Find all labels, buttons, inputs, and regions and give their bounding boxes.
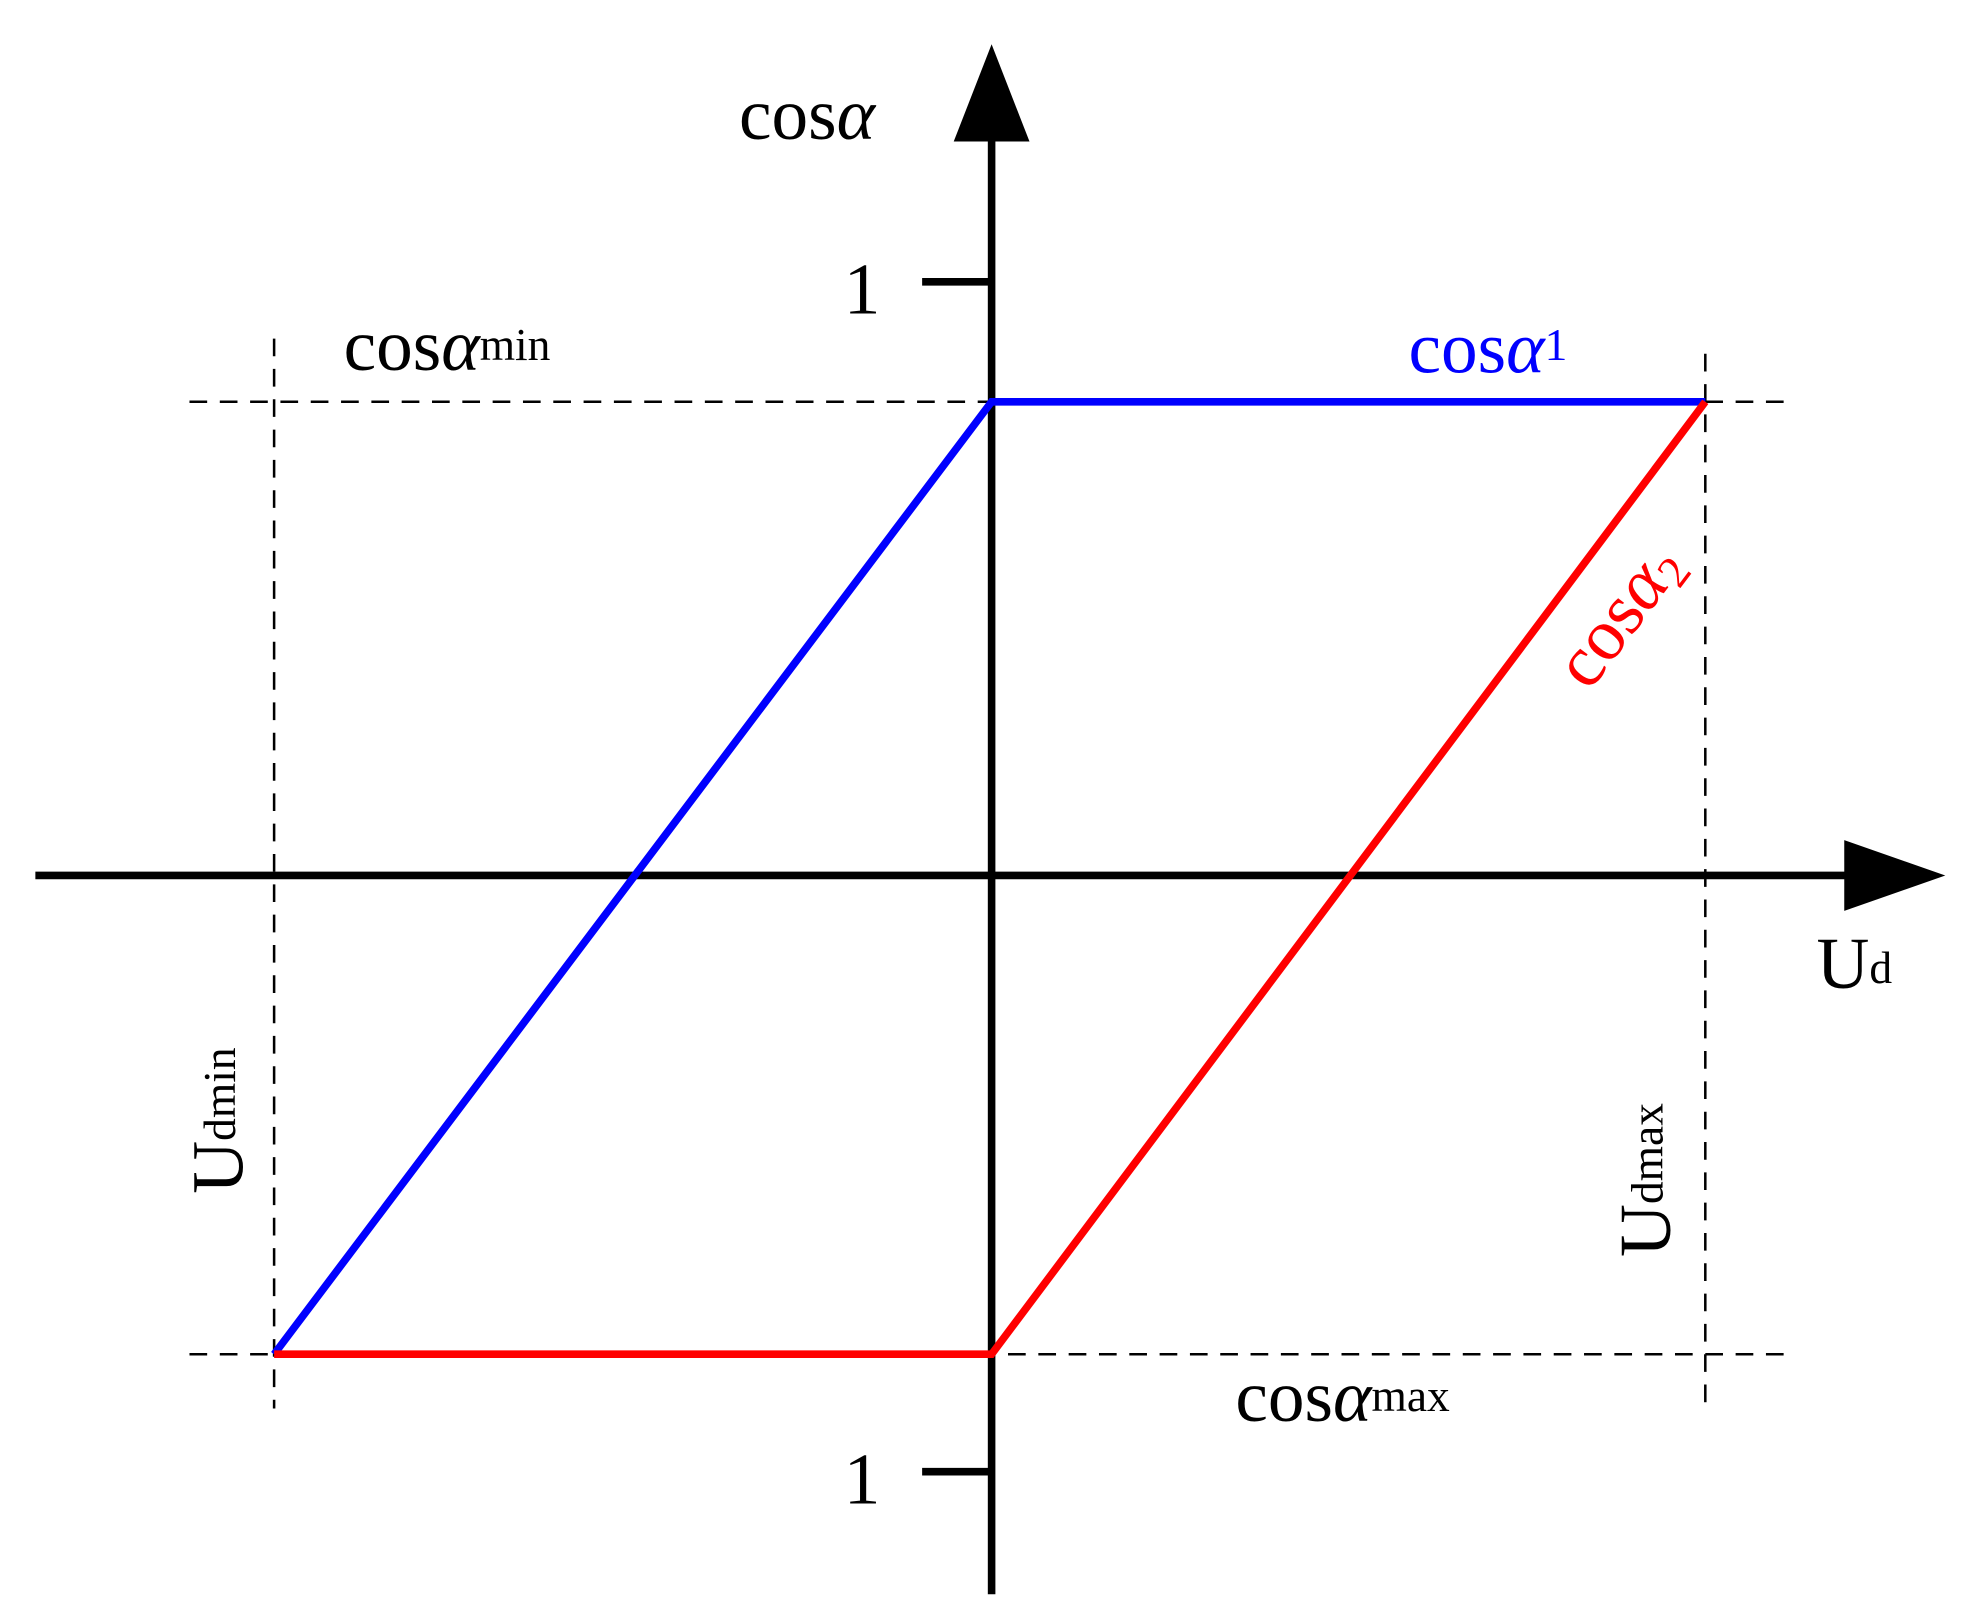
label-text: dmin <box>194 1047 245 1141</box>
label-text: U <box>1816 923 1869 1004</box>
label-text: α <box>1506 308 1546 389</box>
label-text: cos <box>1408 308 1506 389</box>
label-text: max <box>1372 1370 1451 1421</box>
curve-1-label: cosα1 <box>1408 308 1567 389</box>
y-axis-arrow <box>953 44 1030 142</box>
label-text: U <box>178 1141 259 1194</box>
label-text: 1 <box>1545 319 1568 370</box>
x-axis-label: Ud <box>1816 923 1892 1004</box>
label-text: cos <box>739 74 837 155</box>
tick-label: 1 <box>844 1438 881 1519</box>
label-text: U <box>1605 1204 1686 1257</box>
label-text: dmax <box>1621 1103 1672 1204</box>
ud-max-label: Udmax <box>1605 1103 1686 1257</box>
label-text: d <box>1869 942 1892 993</box>
curve-2-label: cosα2 <box>1537 526 1701 704</box>
curve-1 <box>271 397 1706 1357</box>
label-text: α <box>441 305 481 386</box>
cos-min-label: cosαmin <box>344 305 551 386</box>
tick-label: 1 <box>844 248 881 329</box>
label-text: cos <box>1235 1356 1333 1437</box>
ud-min-label: Udmin <box>178 1047 259 1194</box>
label-text: min <box>480 319 551 370</box>
label-text: α <box>837 74 877 155</box>
curve-2 <box>274 399 1709 1359</box>
cos-max-label: cosαmax <box>1235 1356 1450 1437</box>
label-text: α <box>1333 1356 1373 1437</box>
x-axis-arrow <box>1844 840 1946 911</box>
y-axis-label: cosα <box>739 74 877 155</box>
label-text: cos <box>344 305 442 386</box>
